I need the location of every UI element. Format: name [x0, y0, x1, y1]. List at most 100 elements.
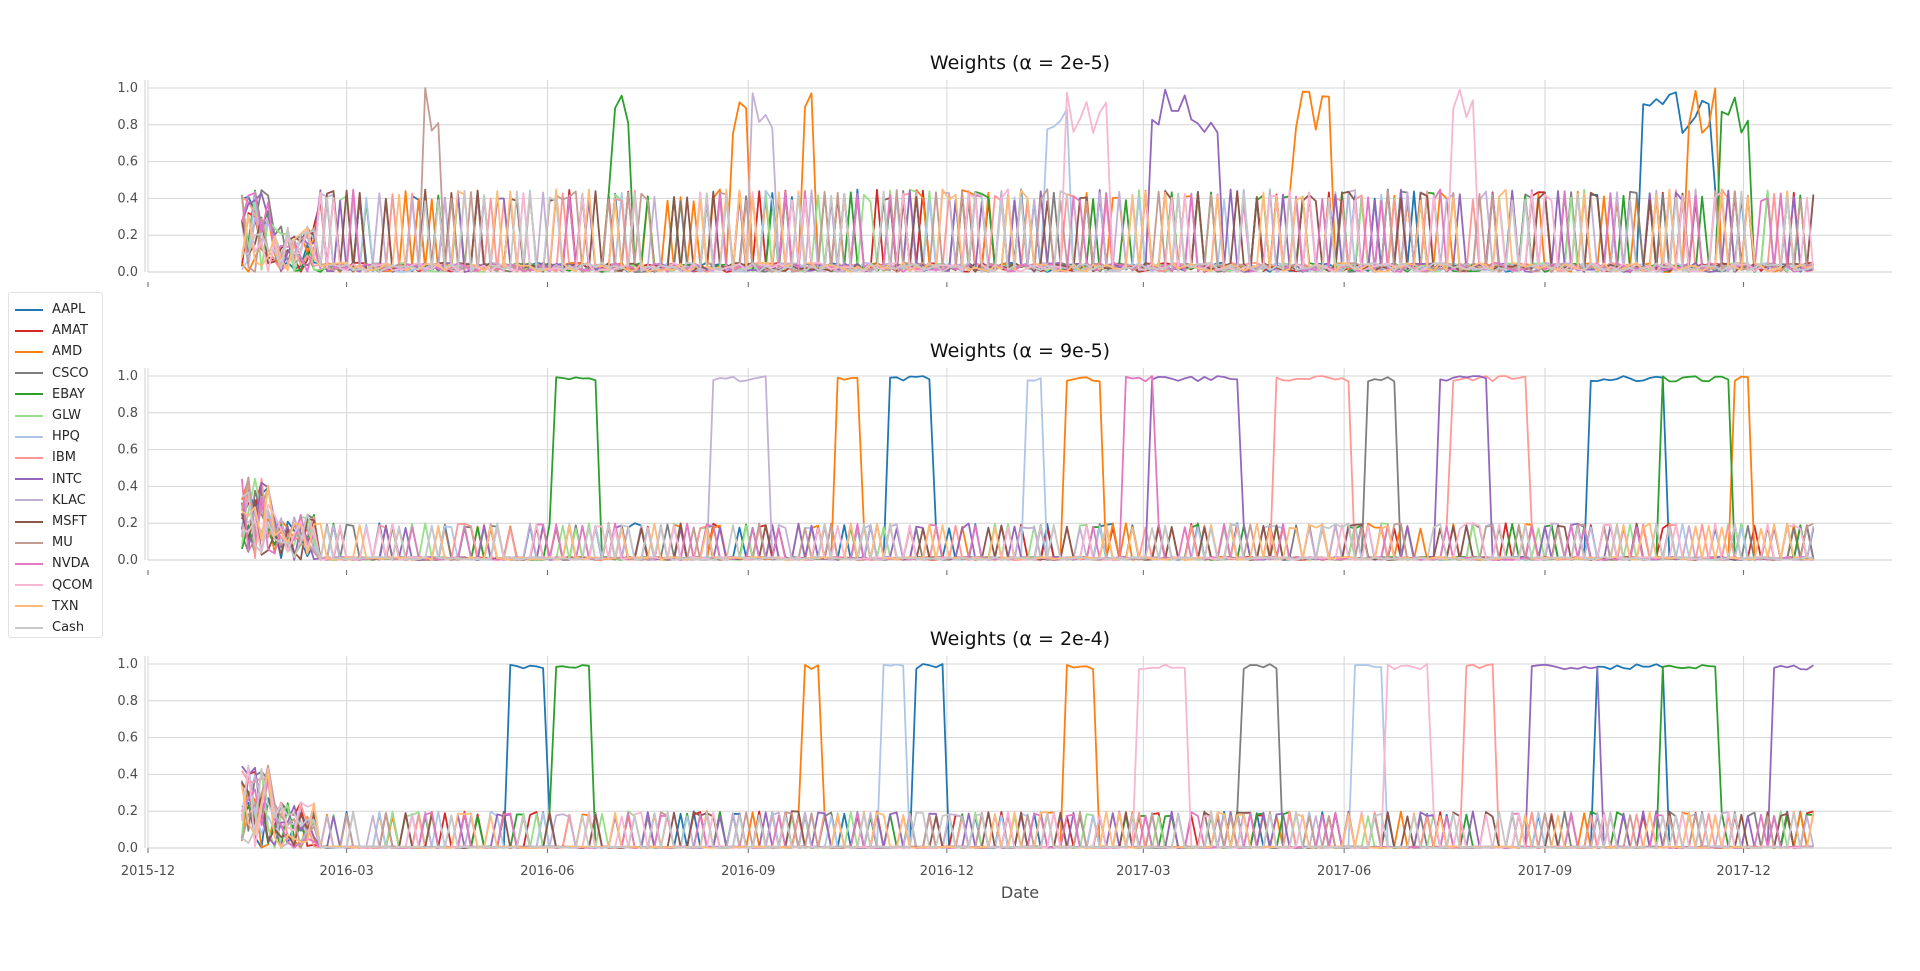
legend-swatch: [15, 435, 43, 438]
legend-swatch: [15, 562, 43, 565]
legend-item-ebay: EBAY: [15, 384, 85, 405]
legend-item-nvda: NVDA: [15, 553, 89, 574]
y-tick-label: 0.8: [117, 694, 138, 709]
legend-swatch: [15, 499, 43, 502]
legend-swatch: [15, 626, 43, 629]
x-tick-label: 2015-12: [121, 864, 175, 879]
series-line-glw: [241, 477, 1814, 561]
legend-swatch: [15, 478, 43, 481]
series-line-qcom: [241, 88, 1815, 273]
legend-item-csco: CSCO: [15, 363, 89, 384]
series-line-hpq: [241, 377, 1814, 561]
legend-item-aapl: AAPL: [15, 299, 85, 320]
legend-item-txn: TXN: [15, 596, 79, 617]
legend-item-cash: Cash: [15, 617, 84, 638]
series-line-intc: [241, 375, 1814, 561]
series-line-mu: [241, 764, 1814, 849]
y-tick-label: 0.6: [117, 731, 138, 746]
chart-panel-3: Weights (α = 2e-4) 0.0 0.2 0.4 0.6 0.8 1.0: [117, 628, 1892, 856]
series-line-ebay: [241, 375, 1814, 561]
legend-label: QCOM: [52, 577, 93, 593]
series-line-qcom: [241, 503, 1814, 561]
series-line-cash: [241, 767, 1814, 849]
legend-swatch: [15, 414, 43, 417]
series-line-amd: [241, 375, 1814, 561]
legend-swatch: [15, 350, 43, 353]
legend-label: HPQ: [52, 429, 80, 445]
y-tick-label: 0.0: [117, 553, 138, 568]
y-tick-label: 0.2: [117, 516, 138, 531]
legend-label: AAPL: [52, 302, 86, 317]
y-tick-label: 1.0: [117, 657, 138, 672]
y-tick-label: 0.0: [117, 265, 138, 280]
legend-item-ibm: IBM: [15, 447, 76, 468]
y-tick-label: 0.8: [117, 406, 138, 421]
legend-label: IBM: [52, 450, 76, 466]
y-tick-label: 1.0: [117, 369, 138, 384]
legend-item-amat: AMAT: [15, 320, 88, 341]
series-line-aapl: [241, 91, 1814, 273]
legend-item-msft: MSFT: [15, 511, 87, 532]
chart-title: Weights (α = 2e-4): [930, 628, 1110, 650]
x-tick-label: 2017-12: [1716, 864, 1770, 879]
series-line-glw: [241, 765, 1814, 849]
y-tick-label: 0.4: [117, 191, 138, 206]
series-line-ibm: [241, 375, 1814, 561]
y-tick-label: 0.0: [117, 841, 138, 856]
legend-label: EBAY: [52, 386, 85, 402]
series-line-amat: [241, 481, 1815, 561]
legend-label: TXN: [52, 598, 79, 614]
legend-swatch: [15, 541, 43, 544]
chart-title: Weights (α = 9e-5): [930, 340, 1110, 362]
legend-item-glw: GLW: [15, 405, 81, 426]
legend-label: INTC: [52, 471, 82, 487]
legend-item-qcom: QCOM: [15, 575, 93, 596]
legend-label: AMD: [52, 344, 83, 360]
chart-legend: AAPL AMAT AMD CSCO EBAY GLW HPQ IBM INTC KLAC MSFT…: [8, 292, 103, 638]
series-line-klac: [241, 92, 1814, 273]
chart-panel-1: Weights (α = 2e-5) 0.0 0.2 0.4 0.6 0.8 1.0: [117, 52, 1892, 287]
x-axis-label: Date: [1001, 883, 1039, 902]
legend-swatch: [15, 584, 43, 587]
chart-title: Weights (α = 2e-5): [930, 52, 1110, 74]
y-tick-label: 0.6: [117, 155, 138, 170]
legend-swatch: [15, 456, 43, 459]
x-tick-label: 2016-06: [520, 864, 574, 879]
x-tick-label: 2016-03: [319, 864, 373, 879]
series-line-amd: [241, 87, 1814, 273]
legend-swatch: [15, 372, 43, 375]
legend-label: Cash: [52, 620, 85, 635]
legend-label: GLW: [52, 408, 81, 423]
y-tick-label: 0.2: [117, 804, 138, 819]
y-tick-label: 0.4: [117, 479, 138, 494]
legend-label: MU: [52, 535, 73, 551]
legend-swatch: [15, 329, 43, 332]
legend-label: KLAC: [52, 492, 86, 508]
x-tick-label: 2017-09: [1518, 864, 1572, 879]
series-line-txn: [241, 770, 1815, 849]
legend-label: AMAT: [52, 323, 88, 339]
legend-swatch: [15, 393, 43, 396]
x-tick-label: 2016-12: [920, 864, 974, 879]
series-line-aapl: [241, 375, 1815, 561]
series-line-mu: [241, 87, 1814, 273]
legend-label: NVDA: [52, 556, 90, 572]
y-tick-label: 0.4: [117, 767, 138, 782]
series-line-ebay: [241, 94, 1814, 273]
x-tick-label: 2017-06: [1317, 864, 1371, 879]
series-line-amat: [241, 770, 1814, 849]
y-tick-label: 0.8: [117, 118, 138, 133]
legend-item-amd: AMD: [15, 341, 82, 362]
series-line-intc: [241, 88, 1814, 273]
chart-panel-2: Weights (α = 9e-5) 0.0 0.2 0.4 0.6 0.8 1.0: [117, 340, 1892, 575]
x-tick-label: 2016-09: [721, 864, 775, 879]
series-line-mu: [241, 476, 1814, 561]
y-tick-label: 0.2: [117, 228, 138, 243]
legend-item-intc: INTC: [15, 469, 82, 490]
series-line-cash: [241, 491, 1814, 561]
legend-swatch: [15, 308, 43, 311]
series-line-nvda: [241, 375, 1814, 561]
series-line-cash: [241, 189, 1814, 273]
series-line-nvda: [241, 776, 1814, 849]
